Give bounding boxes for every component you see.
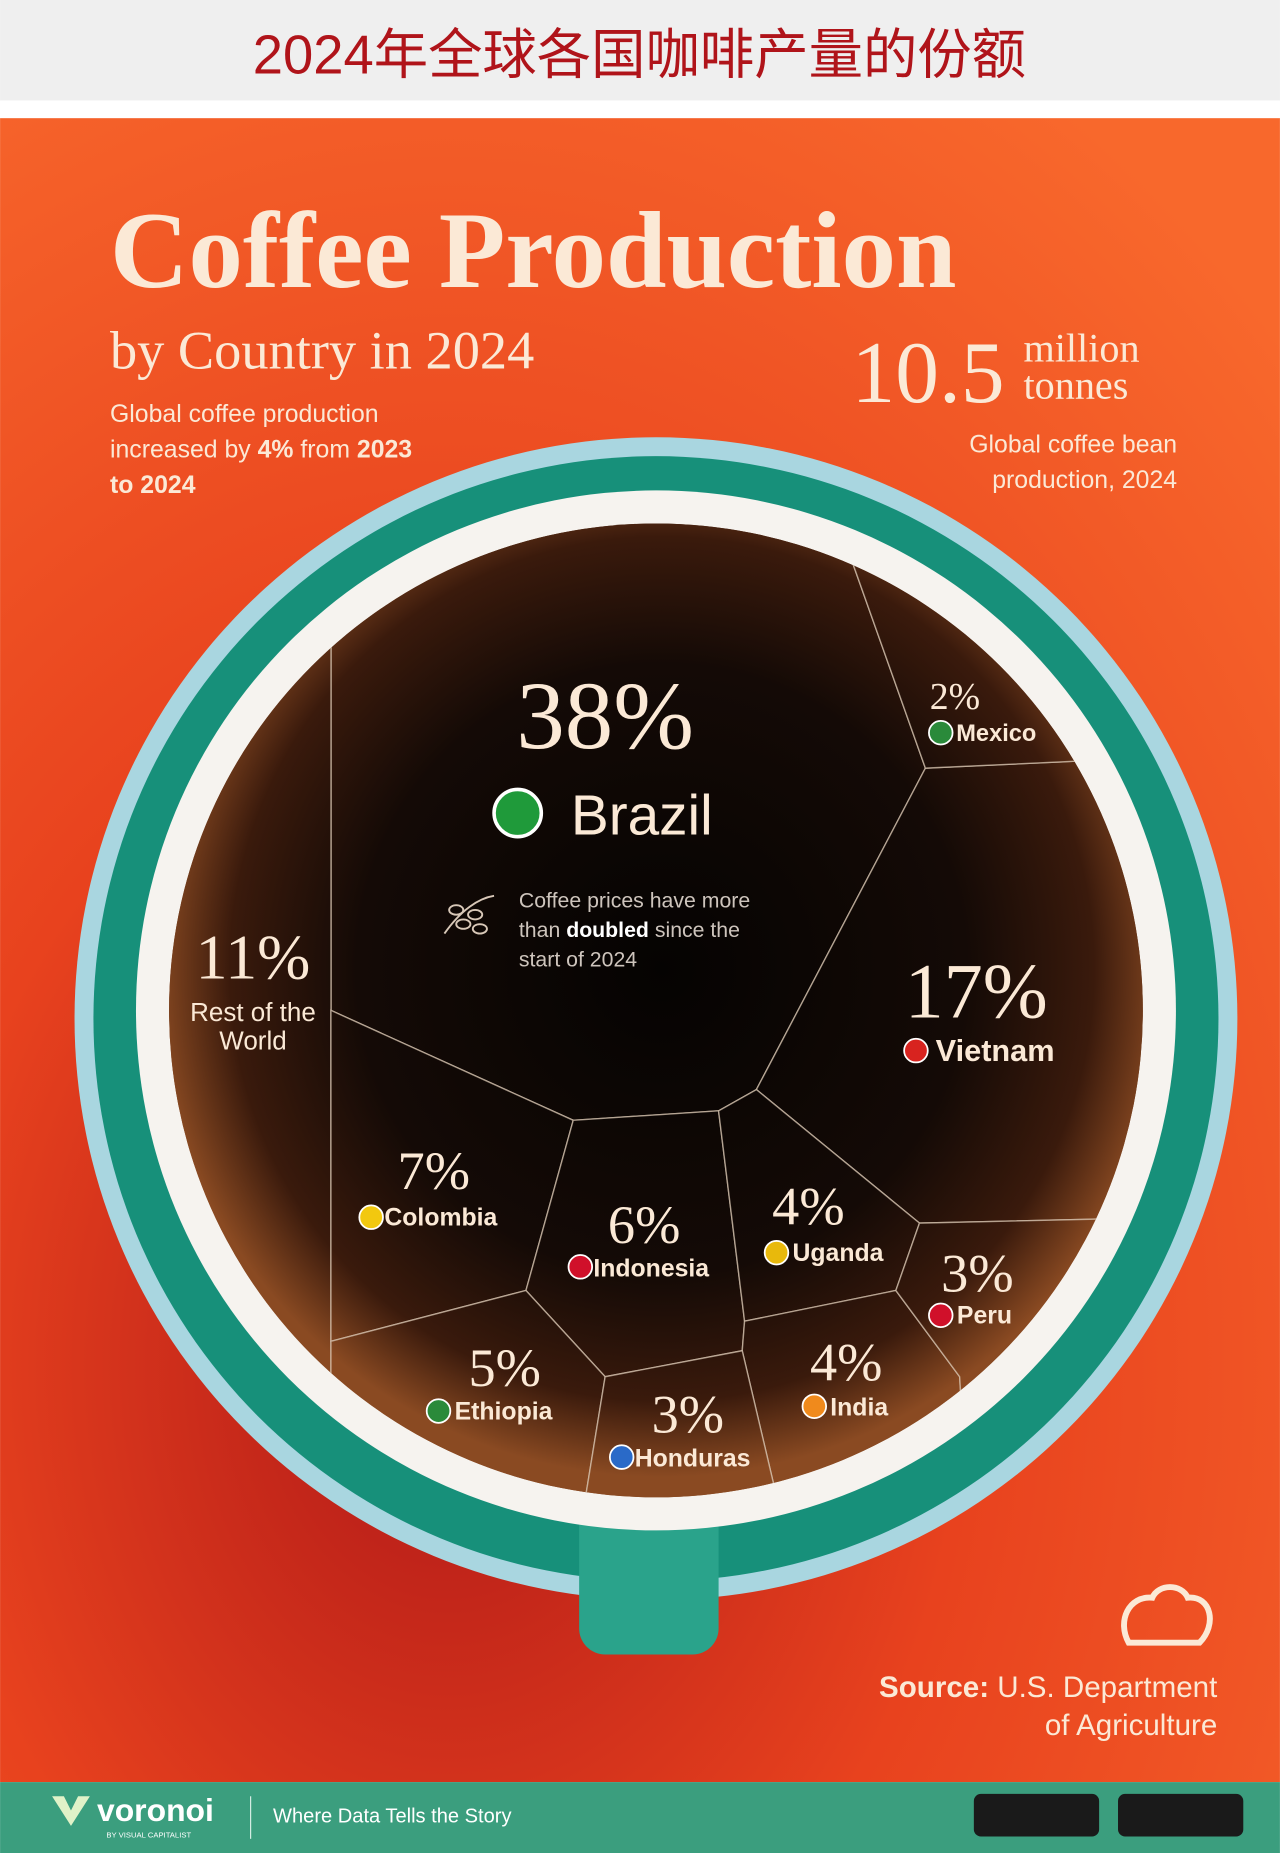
total-unit-box: million tonnes — [1023, 330, 1140, 408]
total-value: 10.5 — [852, 324, 1005, 421]
source-text: U.S. Department of Agriculture — [989, 1671, 1218, 1742]
value-label: 5% — [468, 1338, 540, 1398]
cell — [578, 1349, 787, 1498]
value-label: 11% — [196, 921, 311, 992]
value-label: 4% — [772, 1176, 844, 1236]
note-bold: 4% — [257, 436, 294, 464]
category-label: Honduras — [635, 1446, 751, 1473]
total-unit: million tonnes — [1023, 330, 1140, 408]
annotation: Coffee prices have more than doubled sin… — [519, 886, 767, 975]
category-label: Mexico — [956, 721, 1036, 747]
title: Coffee Production — [110, 190, 956, 311]
note-text: from — [293, 436, 357, 464]
value-label: 3% — [941, 1244, 1013, 1304]
value-label: 2% — [930, 676, 980, 718]
footer-byline: BY VISUAL CAPITALIST — [106, 1831, 191, 1840]
source-label: Source: — [879, 1671, 990, 1705]
value-label: 3% — [652, 1384, 724, 1444]
category-label: Ethiopia — [455, 1398, 553, 1425]
flag — [492, 787, 544, 839]
value-label: 6% — [608, 1195, 680, 1255]
total-caption-box: Global coffee bean production, 2024 — [969, 431, 1178, 494]
category-label: Brazil — [571, 784, 713, 847]
value-label: 38% — [516, 662, 694, 769]
annotation-bold: doubled — [566, 918, 649, 942]
annotation-icon — [443, 894, 495, 935]
subtitle: by Country in 2024 — [110, 321, 534, 381]
value-label: 17% — [905, 948, 1048, 1034]
flag — [801, 1393, 828, 1419]
source-box: Source: U.S. Department of Agriculture — [863, 1669, 1218, 1745]
flag — [928, 719, 954, 746]
note-text: Global coffee production increased by — [109, 400, 379, 464]
cup-handle — [579, 1489, 719, 1655]
flag — [358, 1204, 384, 1230]
value-label: 4% — [810, 1332, 882, 1392]
header-band — [0, 0, 1280, 101]
category-label: Rest of the World — [190, 998, 316, 1056]
header-title: 2024年全球各国咖啡产量的份额 — [253, 24, 1026, 85]
footer-tagline: Where Data Tells the Story — [273, 1805, 511, 1827]
note-box: Global coffee production increased by 4%… — [110, 397, 429, 503]
note-bold: 2023 to 2024 — [109, 436, 413, 499]
store-badge[interactable] — [1118, 1793, 1244, 1837]
flag — [567, 1254, 594, 1280]
category-label: Peru — [957, 1303, 1012, 1330]
flag — [928, 1302, 954, 1329]
source: Source: U.S. Department of Agriculture — [863, 1669, 1218, 1745]
total-caption: Global coffee bean production, 2024 — [969, 431, 1178, 494]
annotation-text: since the start of 2024 — [518, 918, 740, 972]
category-label-box: Rest of the World — [190, 998, 316, 1056]
flag — [608, 1444, 635, 1470]
flag — [903, 1037, 929, 1064]
source-icon — [1121, 1584, 1213, 1646]
value-label: 7% — [398, 1141, 470, 1201]
annotation-box: Coffee prices have more than doubled sin… — [519, 886, 767, 975]
flag — [425, 1398, 452, 1424]
annotation-text: Coffee prices have more than — [518, 888, 751, 942]
store-badge[interactable] — [973, 1793, 1100, 1837]
flag — [763, 1239, 790, 1266]
category-label: Vietnam — [936, 1033, 1055, 1068]
footer-logo — [52, 1796, 90, 1826]
note: Global coffee production increased by 4%… — [110, 397, 429, 503]
category-label: Colombia — [384, 1204, 497, 1231]
category-label: Indonesia — [593, 1255, 709, 1282]
category-label: India — [830, 1395, 888, 1422]
category-label: Uganda — [792, 1240, 883, 1267]
footer-brand: voronoi — [97, 1792, 214, 1828]
